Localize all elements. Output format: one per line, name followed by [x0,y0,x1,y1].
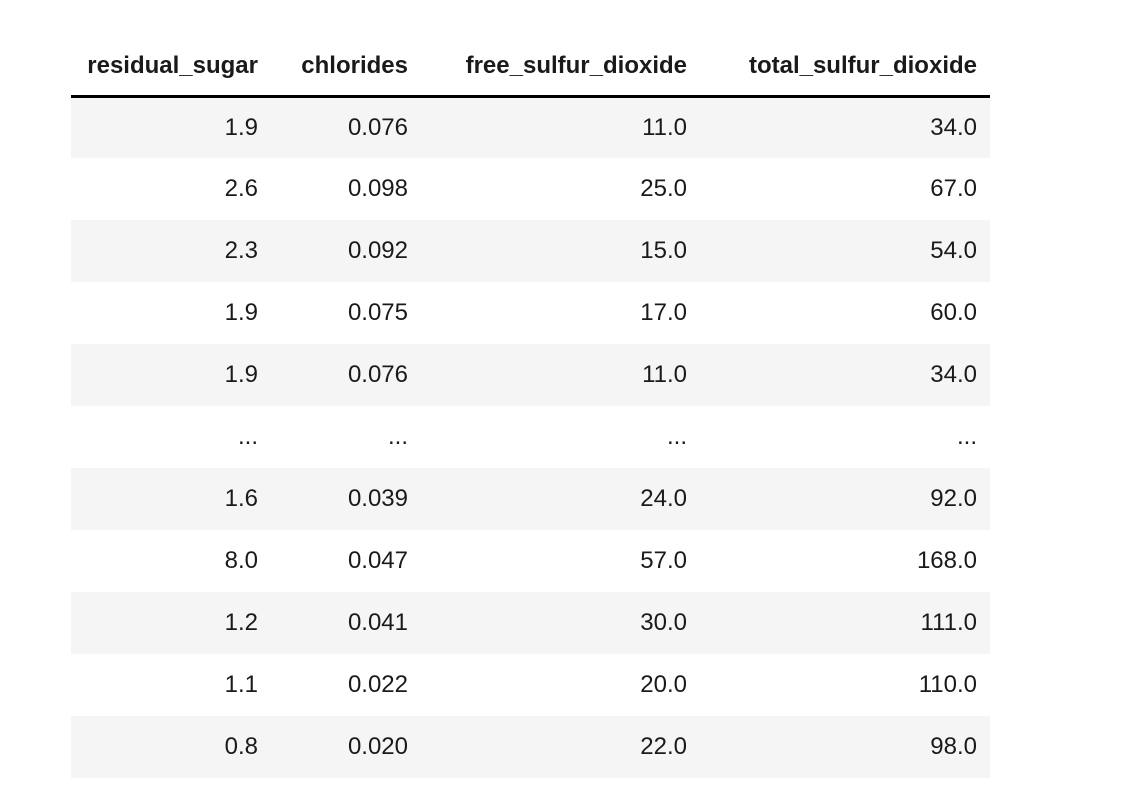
table-cell: 98.0 [930,733,977,760]
column-header-residual_sugar: residual_sugar [71,38,271,98]
table-cell: 8.0 [224,547,258,574]
table-cell: 2.6 [224,175,258,202]
table-row: 1.2 0.041 30.0 111.0 [71,592,990,654]
table-cell: 34.0 [930,361,977,388]
table-cell: 17.0 [640,299,687,326]
table-cell: 0.076 [347,361,408,388]
table-cell: 1.2 [224,609,258,636]
table-cell: ... [237,423,258,450]
table-row: 2.3 0.092 15.0 54.0 [71,220,990,282]
table-cell: 30.0 [640,609,687,636]
table-cell: 168.0 [916,547,977,574]
table-cell: 24.0 [640,485,687,512]
table-row: 1.9 0.076 11.0 34.0 [71,96,990,158]
table-header: residual_sugar chlorides free_sulfur_dioxi… [71,38,990,98]
table-cell: 67.0 [930,175,977,202]
table-cell: 1.9 [224,299,258,326]
table-row: 1.9 0.076 11.0 34.0 [71,344,990,406]
truncation-row: ............ [71,406,990,468]
table-row: 1.6 0.039 24.0 92.0 [71,468,990,530]
table-cell: 57.0 [640,547,687,574]
table-cell: 110.0 [918,671,977,698]
dataframe-view: residual_sugar chlorides free_sulfur_dioxi… [71,38,990,778]
table-cell: ... [387,423,408,450]
table-row: 1.1 0.022 20.0 110.0 [71,654,990,716]
table-cell: 1.9 [224,113,258,141]
table-body: 1.9 0.076 11.0 34.0 2.6 0.098 25.0 67.0 2.3 0.092… [71,96,990,778]
table-cell: 0.041 [347,609,408,636]
table-row: 8.0 0.047 57.0 168.0 [71,530,990,592]
table-cell: 1.6 [224,485,258,512]
table-cell: 0.022 [347,671,408,698]
table-cell: ... [956,423,977,450]
table-cell: 111.0 [920,609,978,636]
table-cell: 20.0 [640,671,687,698]
table-row: 0.8 0.020 22.0 98.0 [71,716,990,778]
table-cell: 92.0 [930,485,977,512]
table-cell: 0.098 [347,175,408,202]
table-cell: 25.0 [640,175,687,202]
data-table: residual_sugar chlorides free_sulfur_dioxi… [71,38,990,778]
column-header-total_sulfur_dioxide: total_sulfur_dioxide [700,38,990,98]
table-cell: 54.0 [930,237,977,264]
column-header-chlorides: chlorides [271,38,421,98]
table-cell: 0.076 [347,113,408,141]
table-cell: 0.092 [347,237,408,264]
table-cell: 0.047 [347,547,408,574]
table-cell: 1.9 [224,361,258,388]
header-row: residual_sugar chlorides free_sulfur_dioxi… [71,38,990,98]
table-cell: 34.0 [930,113,977,141]
table-row: 2.6 0.098 25.0 67.0 [71,158,990,220]
table-cell: 0.020 [347,733,408,760]
table-cell: 0.8 [224,733,258,760]
table-cell: 1.1 [224,671,258,698]
table-cell: 0.075 [347,299,408,326]
table-cell: 22.0 [640,733,687,760]
table-cell: 60.0 [930,299,977,326]
table-cell: 15.0 [640,237,687,264]
table-cell: 11.0 [642,361,687,388]
table-row: 1.9 0.075 17.0 60.0 [71,282,990,344]
column-header-free_sulfur_dioxide: free_sulfur_dioxide [421,38,700,98]
table-cell: 11.0 [642,113,687,141]
table-cell: ... [666,423,687,450]
table-cell: 2.3 [224,237,258,264]
table-cell: 0.039 [347,485,408,512]
